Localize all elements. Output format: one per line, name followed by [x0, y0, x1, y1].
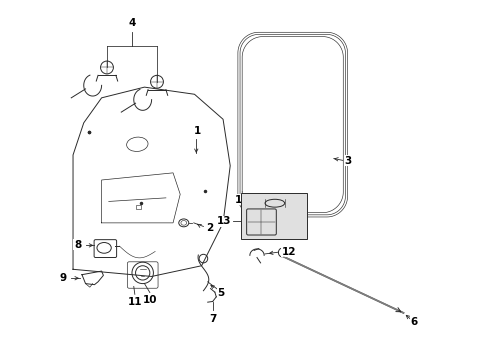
Text: 3: 3	[344, 156, 351, 166]
Text: 8: 8	[74, 240, 81, 249]
Text: 11: 11	[128, 297, 142, 307]
Text: 14: 14	[234, 195, 248, 204]
Text: 6: 6	[410, 317, 417, 327]
Text: 12: 12	[282, 247, 296, 257]
Text: 1: 1	[193, 126, 201, 136]
Text: 10: 10	[143, 296, 158, 305]
Text: 7: 7	[209, 314, 217, 324]
Text: 4: 4	[128, 18, 135, 28]
Text: 13: 13	[216, 216, 230, 226]
Text: 9: 9	[60, 273, 67, 283]
Bar	[135, 205, 141, 209]
Text: 2: 2	[206, 222, 213, 233]
Bar	[241, 193, 306, 239]
Text: 5: 5	[217, 288, 224, 297]
